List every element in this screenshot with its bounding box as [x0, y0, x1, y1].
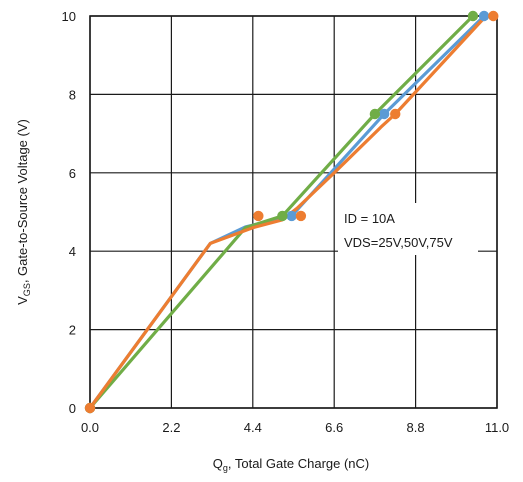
annotation-current: ID = 10A — [344, 211, 395, 226]
y-tick-label: 4 — [69, 244, 76, 259]
x-tick-label: 0.0 — [81, 420, 99, 435]
plot-frame — [89, 15, 498, 409]
y-axis-title-rest: , Gate-to-Source Voltage (V) — [15, 119, 30, 283]
annotation-voltage: VDS=25V,50V,75V — [344, 235, 453, 250]
x-tick-label: 8.8 — [407, 420, 425, 435]
x-axis-title-main: Q — [213, 456, 223, 471]
x-tick-label: 2.2 — [162, 420, 180, 435]
x-axis-title-rest: , Total Gate Charge (nC) — [228, 456, 369, 471]
x-tick-label: 11.0 — [485, 420, 509, 435]
series-marker — [390, 108, 401, 120]
series-marker — [295, 210, 307, 222]
y-tick-label: 0 — [69, 401, 76, 416]
x-axis-title-sub: g — [223, 463, 228, 473]
series-marker — [286, 210, 297, 222]
tick-layer: 0.0 2.2 4.4 6.6 8.8 11.0 0 2 4 6 8 10 — [62, 9, 510, 435]
y-axis-title-sub: GS — [22, 283, 32, 296]
y-tick-label: 10 — [62, 9, 76, 24]
series-marker — [467, 10, 479, 22]
series-marker — [478, 10, 490, 22]
y-tick-label: 6 — [69, 166, 76, 181]
series-marker — [488, 10, 499, 22]
series-line — [88, 14, 488, 410]
y-tick-label: 2 — [69, 323, 76, 338]
annotation-box — [338, 203, 478, 255]
x-tick-label: 6.6 — [325, 420, 343, 435]
series-layer — [84, 10, 499, 414]
y-tick-label: 8 — [69, 87, 76, 102]
series-marker — [84, 402, 96, 414]
x-tick-label: 4.4 — [244, 420, 262, 435]
series-marker — [253, 210, 264, 222]
x-axis-title: Qg, Total Gate Charge (nC) — [213, 456, 370, 473]
y-axis-title-main: V — [15, 296, 30, 305]
series-marker — [277, 210, 288, 222]
series-marker — [378, 108, 390, 120]
series-marker — [369, 108, 381, 120]
y-axis-title: VGS, Gate-to-Source Voltage (V) — [15, 119, 32, 305]
